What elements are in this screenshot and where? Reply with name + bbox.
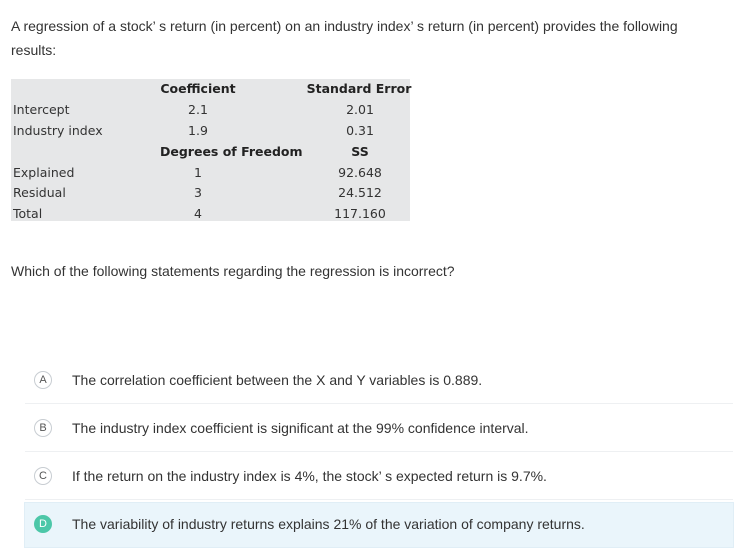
option-text: The variability of industry returns expl… — [72, 516, 585, 532]
row-label-explained: Explained — [13, 165, 75, 180]
option-a[interactable]: A The correlation coefficient between th… — [25, 359, 733, 404]
row-label-intercept: Intercept — [13, 102, 70, 117]
option-letter-badge: C — [34, 467, 52, 485]
cell-total-ss: 117.160 — [334, 206, 386, 221]
header-ss: SS — [351, 144, 369, 159]
cell-residual-df: 3 — [194, 185, 202, 200]
option-b[interactable]: B The industry index coefficient is sign… — [25, 407, 733, 452]
option-text: If the return on the industry index is 4… — [72, 468, 547, 484]
row-label-total: Total — [13, 206, 43, 221]
header-degrees-of-freedom: Degrees of Freedom — [160, 144, 303, 159]
option-letter-badge: D — [34, 515, 52, 533]
regression-table: Coefficient Standard Error Intercept 2.1… — [11, 79, 411, 221]
option-d[interactable]: D The variability of industry returns ex… — [24, 502, 734, 548]
cell-explained-ss: 92.648 — [338, 165, 382, 180]
option-c[interactable]: C If the return on the industry index is… — [25, 455, 733, 500]
row-label-industry-index: Industry index — [13, 123, 103, 138]
cell-industry-se: 0.31 — [346, 123, 374, 138]
cell-total-df: 4 — [194, 206, 202, 221]
cell-industry-coef: 1.9 — [188, 123, 208, 138]
option-text: The correlation coefficient between the … — [72, 372, 483, 388]
option-text: The industry index coefficient is signif… — [72, 420, 529, 436]
cell-residual-ss: 24.512 — [338, 185, 382, 200]
cell-intercept-se: 2.01 — [346, 102, 374, 117]
cell-explained-df: 1 — [194, 165, 202, 180]
question-prompt: Which of the following statements regard… — [11, 263, 455, 279]
option-letter-badge: A — [34, 371, 52, 389]
header-standard-error: Standard Error — [306, 81, 412, 96]
header-coefficient: Coefficient — [160, 81, 236, 96]
row-label-residual: Residual — [13, 185, 66, 200]
cell-intercept-coef: 2.1 — [188, 102, 208, 117]
question-text: A regression of a stock’ s return (in pe… — [11, 18, 678, 58]
option-letter-badge: B — [34, 419, 52, 437]
